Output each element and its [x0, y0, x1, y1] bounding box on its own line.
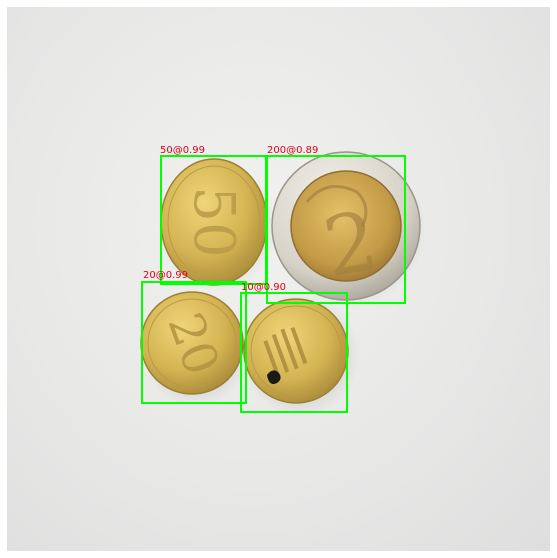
- coin-10-cent: [243, 298, 349, 404]
- detection-label-200: 200@0.89: [267, 145, 319, 156]
- svg-text:50: 50: [181, 186, 246, 257]
- detection-box-10: [240, 292, 348, 413]
- detection-label-50: 50@0.99: [160, 145, 205, 156]
- detection-label-20: 20@0.99: [143, 270, 188, 281]
- detection-box-50: [160, 155, 267, 285]
- detection-box-200: [266, 155, 406, 304]
- coins-illustration: 50 2 20: [140, 151, 426, 417]
- detection-box-20: [141, 281, 247, 404]
- coin-50-cent: 50: [160, 158, 268, 286]
- coin-20-cent: 20: [140, 291, 244, 395]
- coin-photo: 50 2 20 50@0.99: [7, 7, 550, 551]
- coin-2-euro: 2: [271, 151, 421, 301]
- detection-label-10: 10@0.90: [241, 282, 286, 293]
